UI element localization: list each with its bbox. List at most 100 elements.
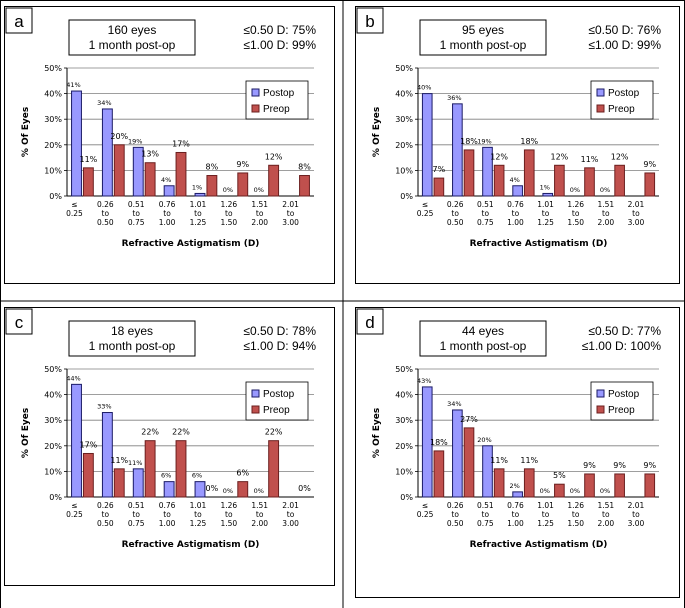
value-label-postop: 0% xyxy=(254,186,264,194)
ytick-label: 10% xyxy=(395,467,413,476)
xtick-label: ≤ xyxy=(71,200,77,209)
legend-box xyxy=(590,381,654,421)
xtick-label: to xyxy=(632,510,640,519)
xtick-label: to xyxy=(482,510,490,519)
bar-preop xyxy=(268,164,280,197)
xtick-label: to xyxy=(602,209,610,218)
xtick-label: 0.25 xyxy=(417,510,434,519)
bar-preop xyxy=(113,144,125,197)
xtick-label: 1.01 xyxy=(190,200,207,209)
legend-swatch-postop xyxy=(596,88,605,97)
bar-postop xyxy=(194,192,206,197)
xtick-label: to xyxy=(542,209,550,218)
xtick-label: 0.26 xyxy=(447,200,464,209)
value-label-preop: 20% xyxy=(110,132,128,141)
y-axis-title: % Of Eyes xyxy=(21,107,31,157)
value-label-postop: 6% xyxy=(192,472,202,480)
value-label-postop: 0% xyxy=(570,487,580,495)
xtick-label: 0.25 xyxy=(417,209,434,218)
eyes-count-text: 95 eyes xyxy=(462,23,504,37)
ytick-label: 10% xyxy=(44,166,62,175)
panel-letter-box xyxy=(356,308,384,335)
stat-050-text: ≤0.50 D: 75% xyxy=(243,23,316,37)
bar-preop xyxy=(144,162,156,197)
value-label-preop: 12% xyxy=(490,152,508,161)
bar-preop xyxy=(175,440,187,498)
stat-050-text: ≤0.50 D: 77% xyxy=(588,324,661,338)
bar-preop xyxy=(463,427,475,498)
xtick-label: 3.00 xyxy=(628,519,645,528)
legend-box xyxy=(245,80,309,120)
bar-postop xyxy=(71,383,82,498)
value-label-postop: 6% xyxy=(161,472,171,480)
xtick-label: to xyxy=(132,209,140,218)
panel-letter: c xyxy=(15,313,24,332)
xtick-label: ≤ xyxy=(71,501,77,510)
value-label-preop: 18% xyxy=(430,438,448,447)
xtick-label: 1.26 xyxy=(220,501,237,510)
xtick-label: 0.25 xyxy=(66,209,83,218)
xtick-label: 1.25 xyxy=(537,519,554,528)
xtick-label: 0.50 xyxy=(447,519,464,528)
bar-postop xyxy=(163,481,175,498)
y-axis-title: % Of Eyes xyxy=(21,408,31,458)
x-axis-title: Refractive Astigmatism (D) xyxy=(122,239,260,249)
value-label-preop: 17% xyxy=(79,440,97,449)
xtick-label: to xyxy=(451,209,459,218)
ytick-label: 20% xyxy=(395,442,413,451)
xtick-label: 1.01 xyxy=(190,501,207,510)
xtick-label: 2.01 xyxy=(282,501,299,510)
value-label-preop: 18% xyxy=(460,137,478,146)
legend-box xyxy=(245,381,309,421)
legend-swatch-postop xyxy=(251,88,260,97)
value-label-postop: 19% xyxy=(128,137,142,145)
ytick-label: 0% xyxy=(49,192,62,201)
eyes-count-text: 18 eyes xyxy=(111,324,153,338)
bar-postop xyxy=(132,146,144,197)
xtick-label: 0.51 xyxy=(128,501,145,510)
value-label-preop: 9% xyxy=(643,160,656,169)
value-label-postop: 19% xyxy=(477,137,491,145)
legend-label-postop: Postop xyxy=(263,88,295,99)
bar-preop xyxy=(299,175,310,197)
xtick-label: 0.51 xyxy=(128,200,145,209)
xtick-label: 1.50 xyxy=(567,218,584,227)
legend-label-postop: Postop xyxy=(263,389,295,400)
xtick-label: 3.00 xyxy=(282,218,299,227)
stat-100-text: ≤1.00 D: 99% xyxy=(243,38,316,52)
ytick-label: 20% xyxy=(44,141,62,150)
bar-preop xyxy=(614,473,625,498)
xtick-label: 1.50 xyxy=(220,218,237,227)
bar-preop xyxy=(523,468,535,498)
legend-swatch-preop xyxy=(596,104,605,113)
bar-postop xyxy=(101,108,113,197)
ytick-label: 20% xyxy=(44,442,62,451)
bar-preop xyxy=(82,167,94,197)
value-label-preop: 17% xyxy=(172,139,190,148)
value-label-postop: 4% xyxy=(509,176,519,184)
legend-label-preop: Preop xyxy=(263,104,290,115)
y-axis-title: % Of Eyes xyxy=(372,107,382,157)
xtick-label: to xyxy=(225,510,233,519)
value-label-postop: 1% xyxy=(192,183,202,191)
ytick-label: 50% xyxy=(395,365,413,374)
value-label-preop: 22% xyxy=(172,428,190,437)
xtick-label: 1.00 xyxy=(507,218,524,227)
value-label-postop: 34% xyxy=(97,99,111,107)
value-label-postop: 4% xyxy=(161,176,171,184)
legend-box xyxy=(590,80,654,120)
xtick-label: 2.01 xyxy=(628,200,645,209)
stat-100-text: ≤1.00 D: 94% xyxy=(243,339,316,353)
xtick-label: 0.25 xyxy=(66,510,83,519)
xtick-label: 1.26 xyxy=(220,200,237,209)
bar-postop xyxy=(421,93,433,197)
xtick-label: to xyxy=(512,209,520,218)
ytick-label: 40% xyxy=(395,391,413,400)
value-label-preop: 12% xyxy=(611,152,629,161)
xtick-label: to xyxy=(194,209,202,218)
ytick-label: 0% xyxy=(400,493,413,502)
xtick-label: to xyxy=(225,209,233,218)
